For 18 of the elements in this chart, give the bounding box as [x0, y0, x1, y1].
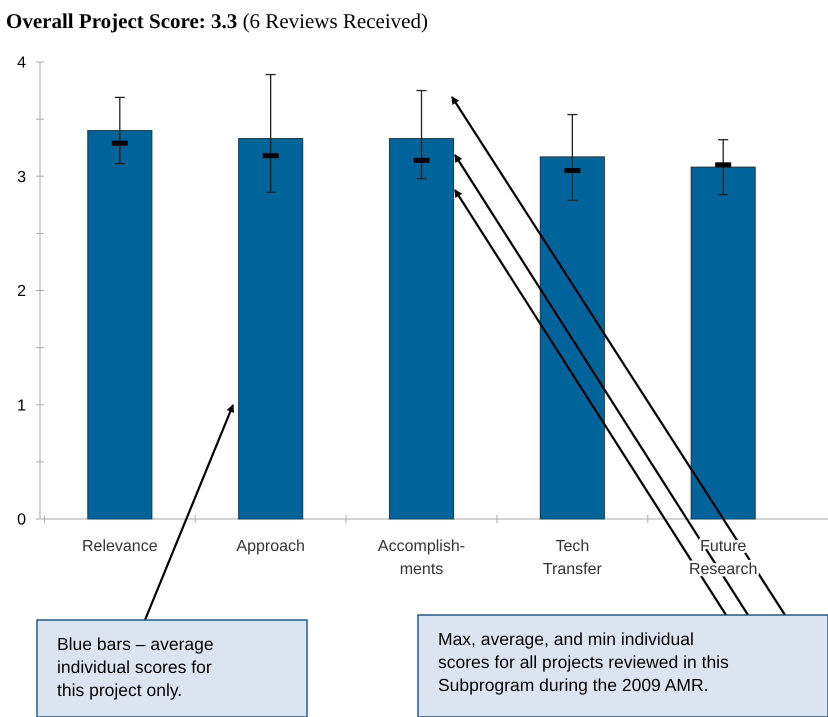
y-tick-label: 2: [17, 283, 26, 300]
x-tick-label: Tech Transfer: [542, 538, 603, 578]
y-tick-label: 3: [17, 168, 26, 186]
bar: [238, 138, 304, 520]
chart-subtitle: (6 Reviews Received): [237, 9, 428, 33]
chart-title: Overall Project Score: 3.3: [6, 9, 238, 33]
bar: [87, 130, 152, 520]
x-tick-label: Accomplish- ments: [378, 538, 466, 578]
y-tick-label: 0: [17, 512, 26, 529]
y-tick-label: 1: [17, 397, 26, 414]
bar: [388, 138, 454, 520]
bar: [540, 156, 605, 520]
y-tick-label: 4: [17, 54, 26, 72]
x-tick-label: Relevance: [82, 538, 158, 555]
text: Blue bars – average individual scores for this project only.: [57, 634, 214, 700]
text: Max, average, and min individual scores for all projects reviewed in this Subprogram during the 2009 AMR.: [438, 629, 730, 695]
x-tick-label: Approach: [236, 538, 305, 555]
bar: [690, 166, 756, 520]
